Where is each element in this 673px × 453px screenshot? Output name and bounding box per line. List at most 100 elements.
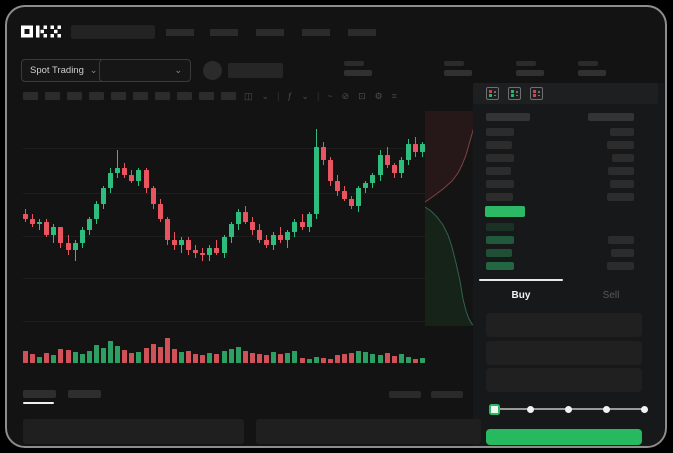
orderbook-column-header[interactable] (588, 113, 634, 121)
volume-bar (150, 344, 156, 363)
order-input-placeholder[interactable] (486, 313, 642, 337)
bid-amount-placeholder[interactable] (607, 262, 634, 270)
slider-step-dot[interactable] (564, 405, 572, 413)
candle-wick (74, 239, 76, 261)
nav-item-placeholder[interactable] (302, 29, 330, 36)
depth-bids-area (425, 207, 475, 326)
ask-price-placeholder[interactable] (486, 193, 513, 201)
bottom-action-placeholder[interactable] (389, 391, 421, 398)
ask-amount-placeholder[interactable] (612, 154, 634, 162)
nav-item-placeholder[interactable] (166, 29, 194, 36)
ask-amount-placeholder[interactable] (607, 141, 634, 149)
tab-buy[interactable]: Buy (479, 279, 563, 309)
bid-amount-placeholder[interactable] (608, 236, 634, 244)
ask-amount-placeholder[interactable] (607, 193, 634, 201)
candle (242, 211, 248, 222)
candle (327, 159, 333, 181)
ask-amount-placeholder[interactable] (610, 180, 634, 188)
line-tool-icon[interactable]: ~ (327, 91, 333, 101)
book-sell-icon[interactable] (530, 87, 543, 100)
bid-price-placeholder[interactable] (486, 262, 514, 270)
slider-step-dot[interactable] (602, 405, 610, 413)
buy-submit-button[interactable] (486, 429, 642, 445)
tab-buy-label: Buy (511, 290, 531, 301)
ask-price-placeholder[interactable] (486, 128, 514, 136)
stat-label-placeholder (578, 61, 598, 66)
indicators-chevron-icon[interactable]: ⌄ (301, 91, 309, 101)
book-both-icon[interactable] (486, 87, 499, 100)
timeframe-placeholder[interactable] (133, 92, 148, 100)
volume-bar (405, 357, 411, 363)
icon-dashes (494, 90, 496, 97)
bottom-tab-placeholder[interactable] (68, 390, 101, 398)
ask-price-placeholder[interactable] (486, 141, 512, 149)
indicators-icon[interactable]: ƒ (287, 91, 293, 101)
ask-amount-placeholder[interactable] (610, 128, 634, 136)
bid-price-placeholder[interactable] (486, 223, 514, 231)
slider-step-dot[interactable] (640, 405, 648, 413)
ask-amount-placeholder[interactable] (608, 167, 634, 175)
volume-bar (242, 351, 248, 363)
candle (420, 144, 426, 153)
icon-color-column (511, 90, 514, 97)
timeframe-placeholder[interactable] (89, 92, 104, 100)
icon-dash (516, 91, 518, 93)
market-type-dropdown[interactable]: Spot Trading ⌄ (21, 59, 107, 82)
ask-price-placeholder[interactable] (486, 180, 514, 188)
order-input-placeholder[interactable] (486, 368, 642, 392)
timeframe-placeholder[interactable] (67, 92, 82, 100)
compare-icon[interactable]: ⊘ (341, 91, 350, 101)
volume-bar (214, 354, 220, 363)
amount-slider[interactable] (489, 403, 648, 415)
nav-item-placeholder[interactable] (210, 29, 238, 36)
candle (221, 237, 227, 253)
timeframe-placeholder[interactable] (111, 92, 126, 100)
last-price-bar[interactable] (485, 206, 525, 217)
interval-chevron-icon[interactable]: ⌄ (261, 91, 270, 101)
bottom-panel-left (23, 419, 244, 444)
candlestick-chart[interactable] (23, 111, 427, 363)
pair-select-dropdown[interactable]: ⌄ (99, 59, 191, 82)
bid-price-placeholder[interactable] (486, 236, 514, 244)
timeframe-placeholder[interactable] (23, 92, 38, 100)
volume-bar (377, 355, 383, 363)
settings-icon[interactable]: ⚙ (374, 91, 383, 101)
candle (136, 170, 142, 181)
timeframe-placeholder[interactable] (199, 92, 214, 100)
icon-dashes (516, 90, 518, 97)
fullscreen-icon[interactable]: ⌗ (391, 91, 397, 101)
depth-chart[interactable] (424, 111, 480, 327)
ask-price-placeholder[interactable] (486, 154, 514, 162)
timeframe-placeholder[interactable] (45, 92, 60, 100)
candle-wick (180, 237, 182, 253)
timeframe-placeholder[interactable] (177, 92, 192, 100)
bottom-tab-active-placeholder[interactable] (23, 390, 56, 398)
nav-item-placeholder[interactable] (348, 29, 376, 36)
candle (129, 175, 135, 181)
bid-amount-placeholder[interactable] (611, 249, 634, 257)
slider-step-dot[interactable] (526, 405, 534, 413)
candle (200, 252, 206, 256)
order-input-placeholder[interactable] (486, 341, 642, 365)
candle (264, 239, 270, 246)
nav-item-placeholder[interactable] (256, 29, 284, 36)
icon-dash (538, 91, 540, 93)
bid-price-placeholder[interactable] (486, 249, 512, 257)
slider-handle[interactable] (489, 403, 500, 415)
orderbook-column-header[interactable] (486, 113, 530, 121)
timeframe-placeholder[interactable] (221, 92, 236, 100)
book-buy-icon[interactable] (508, 87, 521, 100)
candle-style-icon[interactable]: ◫ (244, 91, 253, 101)
bottom-action-placeholder[interactable] (431, 391, 463, 398)
volume-bar (23, 351, 28, 363)
ask-price-placeholder[interactable] (486, 167, 511, 175)
stat-value-placeholder (344, 70, 372, 76)
candle (235, 211, 241, 225)
candle (356, 188, 362, 207)
tab-sell[interactable]: Sell (569, 279, 653, 309)
snapshot-icon[interactable]: ⊡ (358, 91, 366, 101)
candle (398, 159, 404, 173)
timeframe-placeholder[interactable] (155, 92, 170, 100)
okx-logo-icon (21, 25, 61, 38)
volume-bar (65, 350, 71, 363)
